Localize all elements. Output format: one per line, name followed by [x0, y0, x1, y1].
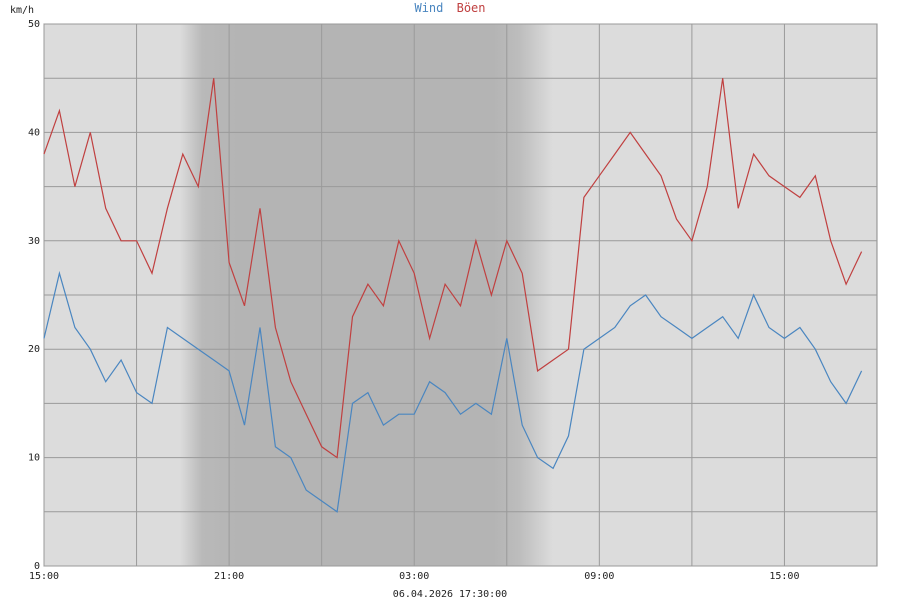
y-tick-label: 0	[34, 561, 40, 572]
y-tick-label: 30	[28, 236, 40, 247]
series-line-wind	[43, 270, 863, 513]
y-tick-label: 10	[28, 453, 40, 464]
y-tick-label: 40	[28, 127, 40, 138]
y-axis-unit: km/h	[10, 5, 34, 16]
x-axis-ticks: 15:00 21:00 03:00 09:00 15:00	[29, 571, 800, 582]
x-tick-label: 09:00	[584, 571, 614, 582]
series-line-b-en	[43, 78, 863, 459]
title-boeen: Böen	[457, 1, 486, 15]
x-tick-label: 03:00	[399, 571, 429, 582]
y-axis-ticks: 0 10 20 30 40 50	[28, 19, 40, 572]
x-tick-label: 15:00	[769, 571, 799, 582]
y-tick-label: 20	[28, 344, 40, 355]
y-tick-label: 50	[28, 19, 40, 30]
x-axis-timestamp: 06.04.2026 17:30:00	[393, 589, 507, 600]
title-wind: Wind	[414, 1, 443, 15]
chart-title: Wind Böen	[414, 1, 485, 15]
grid-lines	[43, 23, 877, 567]
x-tick-label: 21:00	[214, 571, 244, 582]
x-tick-label: 15:00	[29, 571, 59, 582]
series-lines	[43, 78, 863, 513]
